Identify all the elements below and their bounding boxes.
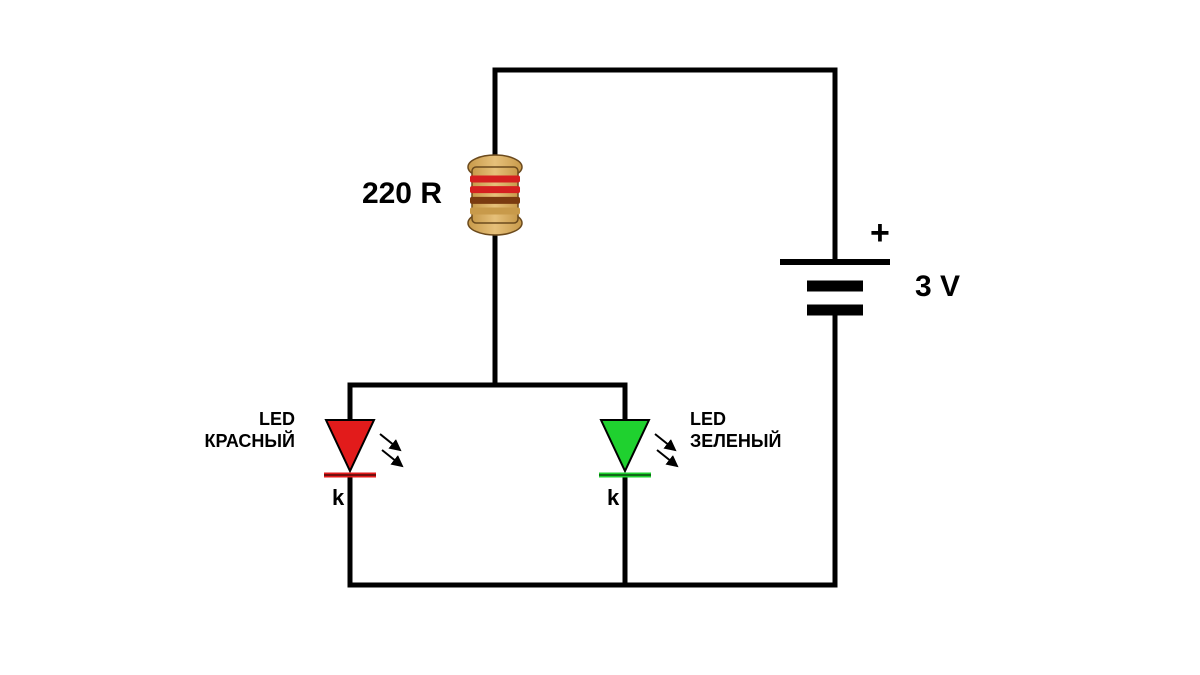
led-red-symbol — [324, 420, 402, 475]
circuit-diagram: + 3 V 220 R LED КРАСНЫЙ k LED ЗЕЛЕНЫЙ k — [0, 0, 1200, 675]
led-green-label-line2: ЗЕЛЕНЫЙ — [690, 430, 781, 451]
led-red-label-line1: LED — [259, 409, 295, 429]
battery-plus: + — [870, 214, 890, 252]
led-red-label-line2: КРАСНЫЙ — [204, 430, 295, 451]
led-green-cathode-label: k — [607, 485, 620, 510]
led-green-label-line1: LED — [690, 409, 726, 429]
led-green-symbol — [599, 420, 677, 475]
wires — [350, 70, 835, 585]
resistor-symbol — [468, 145, 522, 245]
battery-label: 3 V — [915, 270, 960, 303]
battery-symbol — [780, 262, 890, 310]
led-red-cathode-label: k — [332, 485, 345, 510]
resistor-label: 220 R — [362, 177, 442, 210]
